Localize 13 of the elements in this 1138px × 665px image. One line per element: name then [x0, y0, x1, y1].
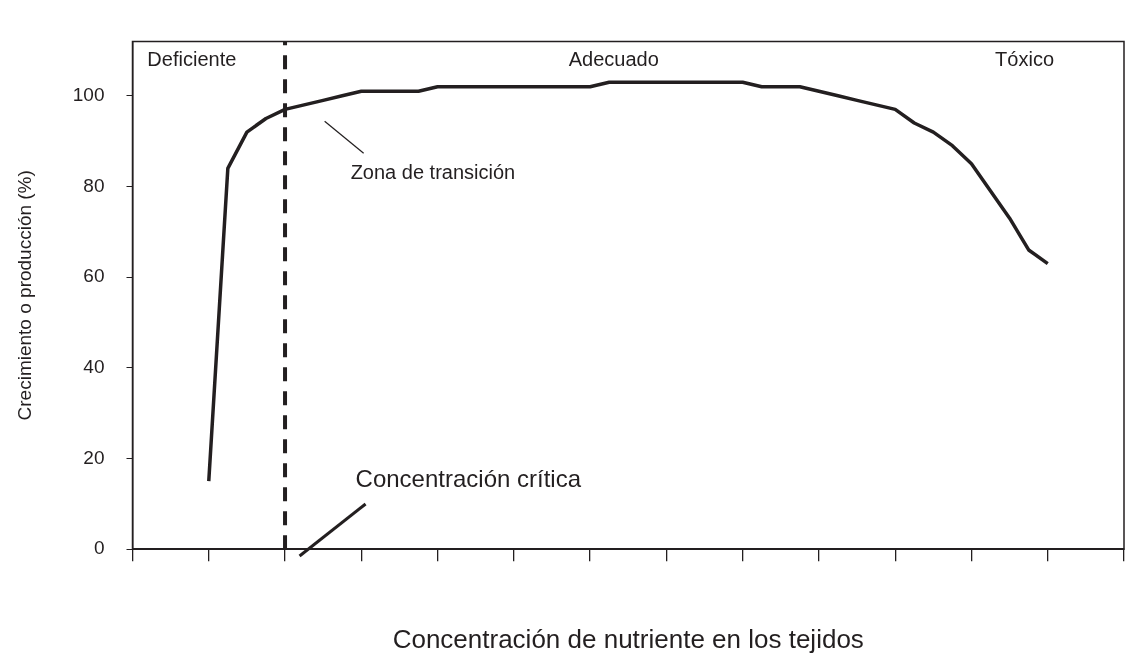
y-tick-label: 80 [83, 174, 105, 196]
y-tick-label: 100 [72, 84, 105, 106]
annotation: Zona de transición [350, 160, 516, 183]
y-tick-label: 40 [83, 356, 105, 378]
y-axis-title: Crecimiento o producción (%) [13, 170, 35, 421]
y-tick-label: 0 [93, 537, 105, 559]
annotation: Concentración crítica [355, 464, 582, 492]
x-axis-title: Concentración de nutriente en los tejidos [392, 623, 864, 654]
annotation: Tóxico [995, 48, 1055, 71]
y-tick-label: 60 [83, 265, 105, 287]
annotation: Adecuado [568, 48, 659, 71]
annotation: Deficiente [147, 48, 237, 71]
y-tick-label: 20 [83, 446, 105, 468]
